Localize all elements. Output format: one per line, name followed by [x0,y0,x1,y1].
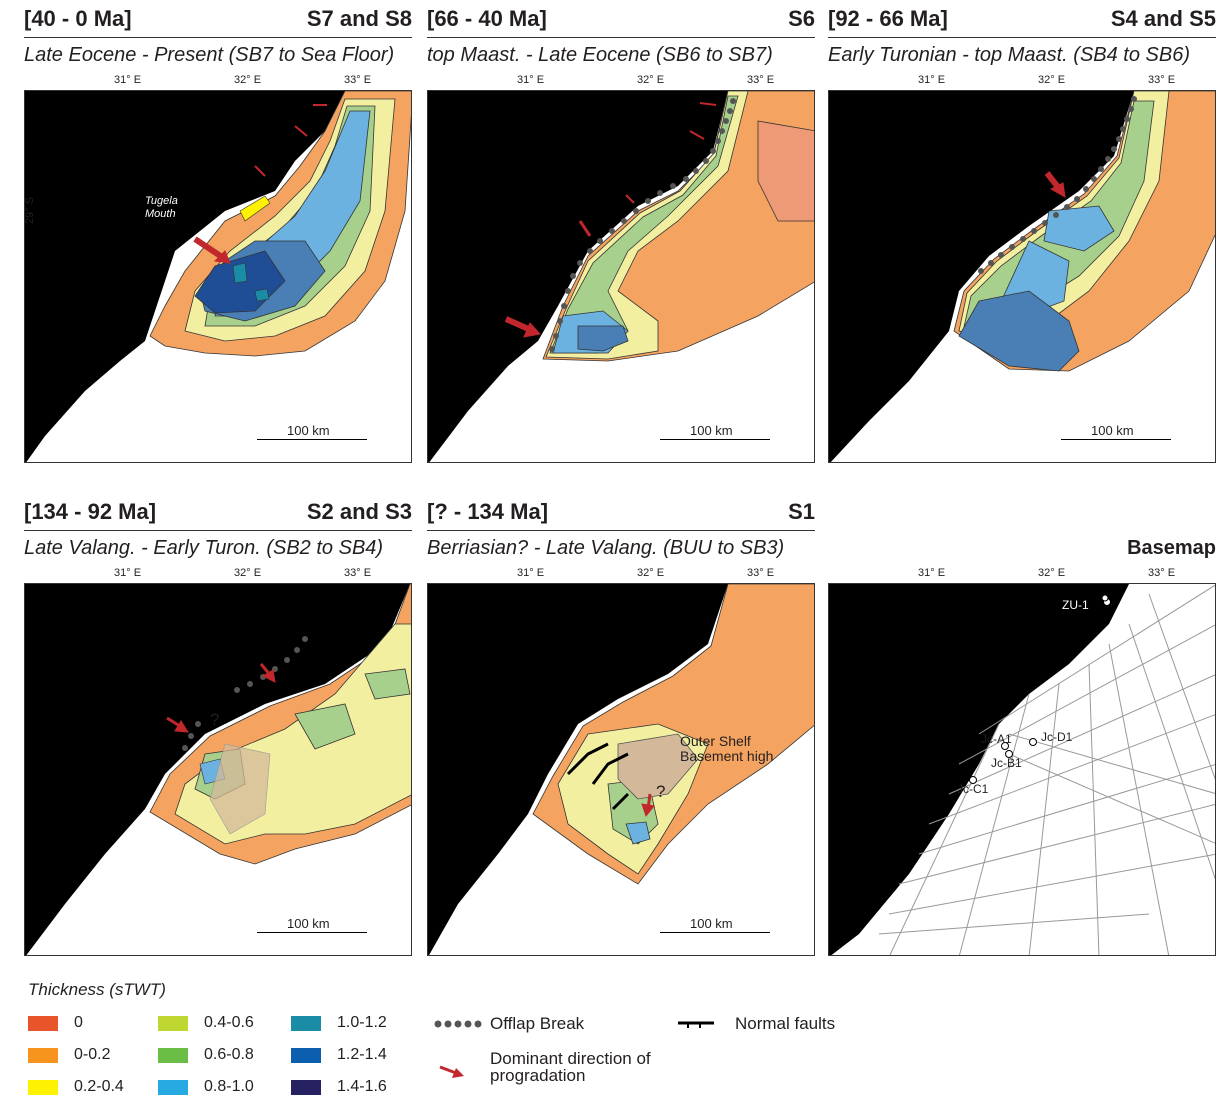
question-mark: ? [210,710,220,729]
lon-label: 33° E [747,74,775,86]
thickness-map: 100 km [828,90,1216,463]
panel-s6: [66 - 40 Ma] S6 top Maast. - Late Eocene … [427,4,815,484]
arrow-symbol [439,1065,464,1078]
legend-swatch-label: 0.6-0.8 [204,1046,254,1063]
lon-label: 32° E [1038,74,1066,86]
tugela-mouth-label: Tugela Mouth [145,195,178,220]
legend-swatch-label: 0-0.2 [74,1046,111,1063]
panel-sequence: S7 and S8 [306,6,412,31]
legend-swatch [28,1048,58,1063]
panel-age: [134 - 92 Ma] [24,499,157,524]
basement-high-label: Outer Shelf Basement high [680,733,774,764]
lon-label: 32° E [637,74,665,86]
legend-swatch [291,1016,321,1031]
legend-swatch [28,1080,58,1095]
well-label: Jc-B1 [991,756,1022,770]
panel-basemap: Basemap 31° E 32° E 33° E ZU-1 [828,497,1216,977]
lon-label: 32° E [234,567,262,579]
scale-label: 100 km [1091,423,1134,438]
lon-label: 33° E [1148,74,1176,86]
scale-bar [1061,439,1171,440]
lon-label: 31° E [918,567,946,579]
lon-label: 31° E [517,567,545,579]
legend-swatch [291,1080,321,1095]
lon-label: 33° E [344,567,372,579]
panel-s1: [? - 134 Ma] S1 Berriasian? - Late Valang… [427,497,815,977]
panel-subtitle: top Maast. - Late Eocene (SB6 to SB7) [427,44,773,66]
legend-swatch-label: 1.0-1.2 [337,1014,387,1031]
panel-sequence: S2 and S3 [306,499,412,524]
legend-swatch-label: 1.4-1.6 [337,1078,387,1095]
panel-subtitle: Late Eocene - Present (SB7 to Sea Floor) [24,44,395,66]
lon-label: 31° E [517,74,545,86]
legend-swatch-label: 1.2-1.4 [337,1046,387,1063]
lon-label: 32° E [1038,567,1066,579]
panel-sequence: S1 [788,499,815,524]
panel-s2-s3: [134 - 92 Ma] S2 and S3 Late Valang. - Ea… [24,497,412,977]
lon-label: 31° E [114,567,142,579]
panel-sequence: S6 [788,6,815,31]
seismic-basemap: ZU-1 Jc-A1 Jc-D1 Jc-B1 Jc-C1 [828,583,1216,956]
scale-bar [660,439,770,440]
lon-label: 33° E [344,74,372,86]
scale-label: 100 km [690,916,733,931]
panel-s4-s5: [92 - 66 Ma] S4 and S5 Early Turonian - t… [828,4,1216,484]
lon-label: 31° E [918,74,946,86]
legend-swatch [158,1080,188,1095]
lon-label: 31° E [114,74,142,86]
normal-fault-symbol [678,1021,714,1028]
well-label: ZU-1 [1062,598,1089,612]
panel-sequence: S4 and S5 [1110,6,1216,31]
lon-label: 33° E [1148,567,1176,579]
scale-label: 100 km [287,423,330,438]
legend-swatch [28,1016,58,1031]
legend-swatch-label: 0.8-1.0 [204,1078,254,1095]
legend-swatch-label: 0.2-0.4 [74,1078,124,1095]
lon-label: 33° E [747,567,775,579]
thickness-map: 100 km [427,90,815,463]
thickness-map: ? 100 km [24,583,412,956]
panel-subtitle: Late Valang. - Early Turon. (SB2 to SB4) [24,537,384,559]
legend-swatch [291,1048,321,1063]
legend-swatch-label: 0 [74,1014,83,1031]
divider [24,530,412,531]
legend-swatch [158,1048,188,1063]
panel-subtitle: Berriasian? - Late Valang. (BUU to SB3) [427,537,785,559]
divider [24,37,412,38]
panel-age: [66 - 40 Ma] [427,6,547,31]
thickness-map: Outer Shelf Basement high ? 100 km [427,583,815,956]
legend-swatch-label: 0.4-0.6 [204,1014,254,1031]
well-label: Jc-C1 [957,782,989,796]
legend: Thickness (sTWT) 0 0-0.2 0.2-0.4 0.4-0.6 0.6… [28,980,1208,1095]
panel-subtitle: Early Turonian - top Maast. (SB4 to SB6) [828,44,1191,66]
arrow-label: Dominant direction of progradation [490,1049,651,1085]
divider [427,37,815,38]
scale-bar [257,932,367,933]
panel-age: [92 - 66 Ma] [828,6,948,31]
scale-label: 100 km [287,916,330,931]
divider [828,37,1216,38]
lat-label: 29° S [24,196,36,224]
lon-label: 32° E [234,74,262,86]
legend-title: Thickness (sTWT) [28,980,166,999]
well-label: Jc-D1 [1041,730,1073,744]
lon-label: 32° E [637,567,665,579]
panel-age: [40 - 0 Ma] [24,6,132,31]
divider [427,530,815,531]
offlap-break-symbol [434,1020,482,1028]
basemap-title: Basemap [1127,537,1216,559]
scale-bar [257,439,367,440]
scale-label: 100 km [690,423,733,438]
panel-age: [? - 134 Ma] [427,499,549,524]
legend-swatch [158,1016,188,1031]
normal-faults-label: Normal faults [735,1014,836,1033]
offlap-break-label: Offlap Break [490,1014,585,1033]
panel-s7-s8: [40 - 0 Ma] S7 and S8 Late Eocene - Prese… [24,4,412,484]
well-label: Jc-A1 [981,732,1012,746]
scale-bar [660,932,770,933]
thickness-map: Tugela Mouth 100 km [24,90,412,463]
question-mark: ? [656,782,666,801]
